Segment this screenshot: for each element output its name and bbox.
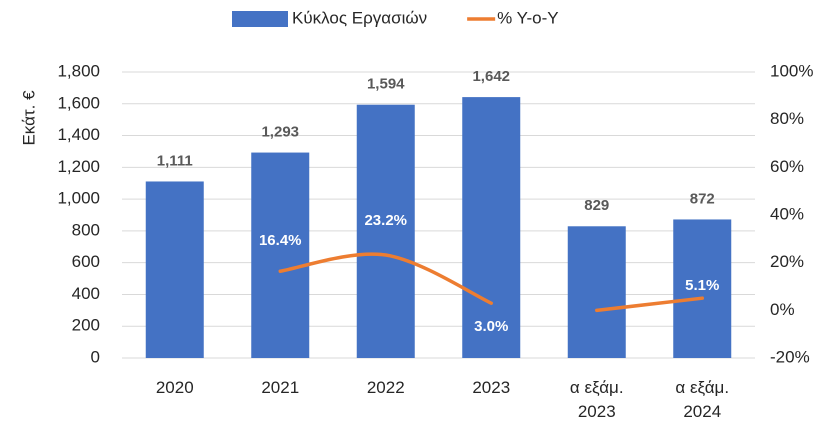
line-value-label: 23.2% [364,212,407,229]
bar-value-label: 1,293 [261,124,299,141]
y-tick-label: 600 [72,252,100,271]
legend-label: Κύκλος Εργασιών [292,8,427,27]
bar-value-label: 1,642 [472,68,510,85]
y-tick-label: 1,000 [57,189,100,208]
bar [145,181,204,358]
bar-value-label: 872 [690,190,715,207]
bar [673,219,732,358]
y-tick-label: 1,200 [57,157,100,176]
bar-value-label: 829 [584,197,609,214]
y2-tick-label: 100% [770,61,813,80]
y-tick-label: 1,800 [57,61,100,80]
line-value-label: 3.0% [474,318,508,335]
x-tick-label: 2022 [366,378,405,397]
x-tick-label: 2021 [261,378,300,397]
y2-tick-label: 40% [770,204,804,223]
y-axis-label: Εκάτ. € [19,90,38,146]
y2-tick-label: -20% [770,347,810,366]
y-tick-label: 200 [72,316,100,335]
y-tick-label: 0 [91,347,100,366]
bar-value-label: 1,594 [367,76,405,93]
y2-tick-label: 0% [770,300,795,319]
x-tick-label: 2023 [472,378,511,397]
legend-swatch [232,11,288,27]
x-tick-label: 2020 [155,378,194,397]
bar [567,226,626,358]
bar-value-label: 1,111 [157,152,193,169]
x-tick-label: α εξάμ. 2024 [675,378,730,421]
y2-tick-label: 80% [770,109,804,128]
line [278,252,493,305]
y2-tick-label: 60% [770,157,804,176]
bar [251,152,310,358]
line-value-label: 5.1% [685,277,719,294]
x-tick-label: α εξάμ. 2023 [569,378,624,421]
bar [462,97,521,359]
line-value-label: 16.4% [259,232,302,249]
y-tick-label: 800 [72,220,100,239]
y-tick-label: 1,400 [57,125,100,144]
line [595,296,704,313]
y-tick-label: 400 [72,284,100,303]
legend-label: % Y-o-Y [497,8,558,27]
bar [356,104,415,358]
y-tick-label: 1,600 [57,93,100,112]
y2-tick-label: 20% [770,252,804,271]
